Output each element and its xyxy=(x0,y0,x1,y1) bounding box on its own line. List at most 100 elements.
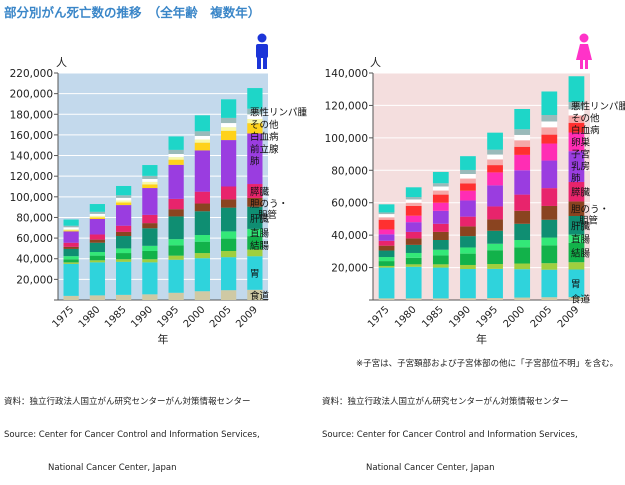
bar-segment xyxy=(460,264,476,270)
source-line-3: National Cancer Center, Japan xyxy=(48,463,177,473)
x-tick-label: 2000 xyxy=(182,304,208,330)
source-line-3: National Cancer Center, Japan xyxy=(366,463,495,473)
bar-segment xyxy=(142,259,158,263)
bar-segment xyxy=(432,202,449,211)
chart-female: 20,000 40,000 60,000 80,000 100,000 120,000 14… xyxy=(325,33,625,346)
bar-segment xyxy=(487,206,503,220)
series-label: 白血病 xyxy=(571,125,600,137)
bar-segment xyxy=(63,230,79,232)
bar-segment xyxy=(89,217,105,220)
bar-segment xyxy=(432,240,449,250)
bar-segment xyxy=(116,236,132,249)
bar-segment xyxy=(378,250,395,258)
bar-segment xyxy=(405,187,422,198)
bar-segment xyxy=(568,201,585,217)
bar-segment xyxy=(541,134,558,144)
y-tick-label: 100,000 xyxy=(325,133,368,145)
bar-segment xyxy=(63,227,79,230)
bar-segment xyxy=(142,262,158,295)
x-tick-label: 2000 xyxy=(502,304,528,330)
x-tick-label: 2009 xyxy=(556,304,582,330)
bar-segment xyxy=(541,127,558,135)
bar-segment xyxy=(89,211,105,214)
bar-segment xyxy=(63,242,79,247)
bar-segment xyxy=(568,234,585,243)
x-tick-label: 1980 xyxy=(77,304,103,330)
y-tick-label: 220,000 xyxy=(10,68,53,80)
bar-segment xyxy=(247,123,263,134)
bar-segment xyxy=(63,295,79,300)
source-female: 資料：独立行政法人国立がん研究センターがん対策情報センター Source: Ce… xyxy=(322,375,578,485)
bar-2009 xyxy=(247,88,263,300)
bar-segment xyxy=(63,231,79,243)
y-tick-label: 40,000 xyxy=(16,254,53,266)
bar-segment xyxy=(116,231,132,237)
bar-segment xyxy=(568,269,585,298)
bar-segment xyxy=(142,188,158,215)
x-tick-label: 1985 xyxy=(103,304,129,330)
bar-segment xyxy=(432,264,449,268)
plot-area xyxy=(58,73,268,300)
bar-segment xyxy=(63,225,79,228)
bar-segment xyxy=(142,250,158,260)
bar-segment xyxy=(568,242,585,263)
bar-segment xyxy=(541,188,558,206)
bar-segment xyxy=(487,268,503,299)
bar-segment xyxy=(541,91,558,115)
source-line-1: 資料：独立行政法人国立がん研究センターがん対策情報センター xyxy=(322,397,569,407)
bar-segment xyxy=(116,205,132,226)
y-tick-label: 200,000 xyxy=(10,89,53,101)
series-label: 食道 xyxy=(250,290,270,302)
bar-segment xyxy=(405,264,422,267)
bar-1980 xyxy=(89,204,105,300)
bar-segment xyxy=(568,122,585,133)
bar-segment xyxy=(405,197,422,200)
bar-segment xyxy=(405,231,422,239)
x-tick-label: 1980 xyxy=(393,304,419,330)
bar-segment xyxy=(221,117,237,124)
bar-segment xyxy=(142,165,158,176)
y-tick-label: 160,000 xyxy=(10,130,53,142)
bar-segment xyxy=(460,200,476,217)
bar-segment xyxy=(378,245,395,251)
bar-segment xyxy=(168,153,184,158)
bar-segment xyxy=(194,253,210,259)
bar-segment xyxy=(378,212,395,215)
bar-segment xyxy=(487,165,503,173)
bar-segment xyxy=(432,171,449,184)
bar-segment xyxy=(405,252,422,258)
bar-segment xyxy=(460,247,476,254)
series-label: 卵巣 xyxy=(571,137,591,149)
bar-segment xyxy=(487,219,503,231)
series-label: 胃 xyxy=(571,279,581,290)
x-axis-title: 年 xyxy=(158,332,169,346)
bar-segment xyxy=(378,298,395,300)
bar-segment xyxy=(460,178,476,184)
chart-male: 20,000 40,000 60,000 80,000 100,000 120,000 14… xyxy=(10,33,308,346)
bar-segment xyxy=(405,266,422,299)
bar-2000 xyxy=(514,108,531,300)
bar-segment xyxy=(63,229,79,231)
bar-segment xyxy=(221,186,237,200)
footnote: ※子宮は、子宮頚部および子宮体部の他に「子宮部位不明」を含む。 xyxy=(356,359,619,369)
bar-segment xyxy=(89,242,105,253)
bar-segment xyxy=(63,248,79,257)
bar-segment xyxy=(221,231,237,239)
bar-segment xyxy=(194,115,210,132)
bar-2009 xyxy=(568,76,585,300)
bar-segment xyxy=(432,190,449,195)
bar-segment xyxy=(487,185,503,207)
bar-segment xyxy=(89,255,105,261)
bar-segment xyxy=(460,174,476,179)
y-tick-label: 120,000 xyxy=(10,171,53,183)
bar-segment xyxy=(194,258,210,292)
bar-segment xyxy=(63,259,79,263)
bar-segment xyxy=(194,135,210,140)
bar-segment xyxy=(116,197,132,201)
bar-segment xyxy=(541,143,558,161)
bar-segment xyxy=(514,154,531,171)
bar-segment xyxy=(514,194,531,211)
bar-segment xyxy=(432,183,449,187)
bar-segment xyxy=(405,222,422,232)
series-label: 前立腺 xyxy=(250,143,279,155)
